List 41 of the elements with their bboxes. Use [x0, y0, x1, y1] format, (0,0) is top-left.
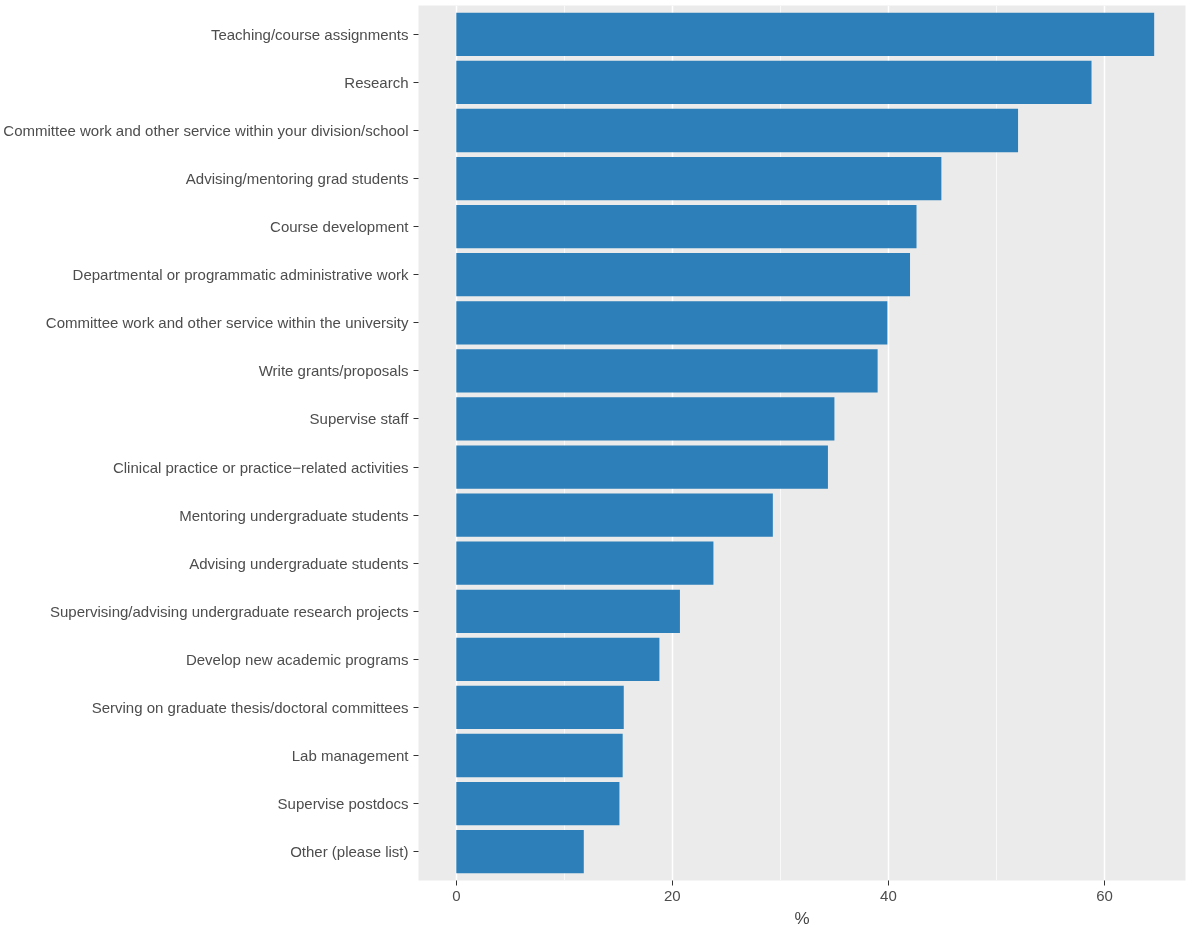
y-tick-label: Departmental or programmatic administrative work [72, 266, 409, 284]
bar [456, 541, 714, 585]
bar [456, 493, 773, 537]
y-tick-label: Lab management [291, 747, 410, 764]
bar [456, 733, 623, 778]
bar [456, 445, 828, 489]
bar [456, 637, 660, 681]
bar [456, 830, 584, 874]
bar [456, 108, 1019, 153]
bar [456, 253, 911, 297]
x-tick-label: 60 [1096, 886, 1113, 904]
y-tick-label: Develop new academic programs [185, 650, 409, 668]
bar [456, 301, 888, 345]
x-tick-label: 20 [664, 886, 681, 904]
y-tick-label: Clinical practice or practice−related activities [112, 458, 409, 476]
bar [456, 349, 878, 393]
bar [456, 205, 917, 249]
y-tick-label: Committee work and other service within your division/school [3, 122, 409, 139]
y-tick-label: Mentoring undergraduate students [179, 506, 409, 524]
y-tick-label: Teaching/course assignments [210, 25, 409, 43]
bar [456, 12, 1155, 56]
bar [456, 589, 680, 633]
bar [456, 60, 1092, 105]
y-tick-label: Course development [270, 218, 410, 236]
bar [456, 685, 624, 730]
y-tick-label: Supervise postdocs [277, 795, 409, 813]
y-tick-label: Other (please list) [290, 843, 409, 861]
y-tick-label: Advising undergraduate students [189, 554, 409, 572]
y-tick-label: Supervising/advising undergraduate research projects [49, 602, 409, 620]
bar [456, 397, 835, 441]
y-tick-label: Serving on graduate thesis/doctoral committees [91, 698, 409, 716]
y-tick-label: Committee work and other service within the university [45, 314, 409, 332]
y-tick-label: Supervise staff [309, 410, 410, 428]
x-tick-label: 40 [880, 886, 897, 904]
bar [456, 781, 620, 826]
bar [456, 156, 942, 201]
y-tick-label: Research [344, 73, 409, 91]
y-tick-label: Advising/mentoring grad students [185, 170, 409, 188]
x-tick-label: 0 [452, 886, 461, 904]
y-tick-label: Write grants/proposals [258, 362, 409, 380]
x-axis-title: % [794, 908, 810, 928]
